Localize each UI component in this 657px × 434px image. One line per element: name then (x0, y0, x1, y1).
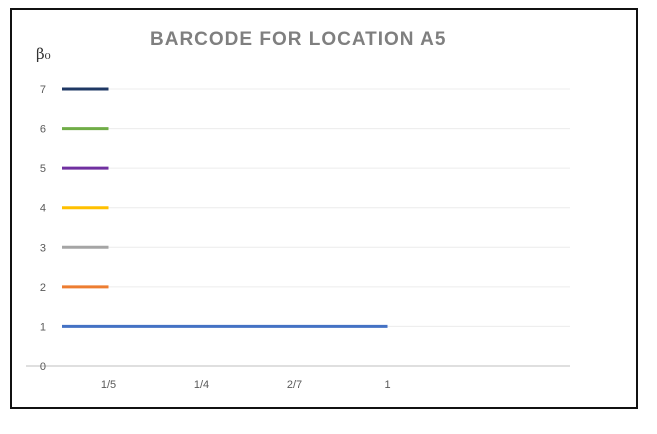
y-tick-label: 3 (40, 242, 46, 254)
y-tick-label: 2 (40, 282, 46, 294)
gridlines (26, 88, 570, 367)
y-tick-label: 7 (40, 84, 46, 96)
y-tick-label: 4 (40, 203, 46, 215)
x-tick-label: 1/4 (194, 379, 209, 391)
y-tick-label: 1 (40, 321, 46, 333)
barcode-bars (62, 87, 388, 328)
chart-title: BARCODE FOR LOCATION A5 (150, 29, 447, 50)
y-tick-labels: 0 1 2 3 4 5 6 7 (40, 84, 46, 373)
chart-frame (10, 8, 638, 409)
x-tick-label: 1/5 (101, 379, 116, 391)
x-tick-label: 2/7 (287, 379, 302, 391)
y-tick-label: 5 (40, 163, 46, 175)
x-tick-labels: 1/5 1/4 2/7 1 (101, 379, 391, 391)
y-axis-label: β₀ (36, 45, 51, 63)
y-tick-label: 6 (40, 124, 46, 136)
x-tick-label: 1 (384, 379, 390, 391)
y-tick-label: 0 (40, 361, 46, 373)
